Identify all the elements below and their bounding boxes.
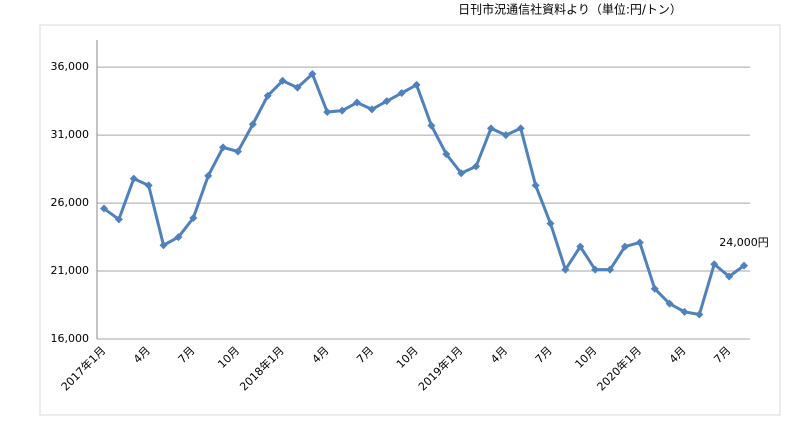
marker [263, 91, 272, 100]
marker [338, 106, 347, 115]
marker [442, 150, 451, 159]
x-tick-label: 10月 [394, 344, 421, 371]
x-tick-label: 10月 [573, 344, 600, 371]
marker [665, 299, 674, 308]
x-tick-label: 2018年1月 [237, 343, 287, 393]
x-tick-label: 4月 [131, 344, 153, 366]
x-tick-label: 7月 [354, 344, 376, 366]
y-tick-label: 31,000 [51, 128, 90, 141]
marker [457, 169, 466, 178]
marker [367, 105, 376, 114]
marker [680, 307, 689, 316]
x-tick-label: 7月 [533, 344, 555, 366]
x-tick-label: 2019年1月 [415, 343, 465, 393]
marker [204, 171, 213, 180]
marker [412, 80, 421, 89]
marker [516, 124, 525, 133]
marker [397, 89, 406, 98]
marker [129, 174, 138, 183]
marker [695, 310, 704, 319]
marker [293, 83, 302, 92]
marker [561, 265, 570, 274]
marker [382, 97, 391, 106]
y-tick-label: 21,000 [51, 264, 90, 277]
marker [219, 143, 228, 152]
x-tick-label: 10月 [215, 344, 242, 371]
marker [635, 238, 644, 247]
y-tick-label: 16,000 [51, 332, 90, 345]
x-tick-label: 7月 [176, 344, 198, 366]
marker [501, 131, 510, 140]
marker [353, 98, 362, 107]
chart-title: 日刊市況通信社資料より（単位:円/トン） [458, 2, 682, 17]
marker [606, 265, 615, 274]
marker [100, 204, 108, 213]
marker [248, 120, 257, 129]
marker [591, 265, 600, 274]
marker [710, 260, 719, 269]
marker [650, 284, 659, 293]
marker [233, 147, 242, 156]
marker [114, 215, 123, 224]
marker [725, 272, 734, 281]
marker [546, 219, 555, 228]
marker [740, 261, 748, 270]
marker [620, 242, 629, 251]
marker [427, 121, 436, 130]
line [103, 71, 745, 317]
x-tick-label: 4月 [310, 344, 332, 366]
annotation: 24,000円 [719, 236, 769, 249]
x-tick-label: 2020年1月 [594, 343, 644, 393]
marker [576, 242, 585, 251]
marker [472, 162, 481, 171]
marker [159, 241, 168, 250]
marker [531, 181, 540, 190]
marker [486, 124, 495, 133]
y-tick-label: 26,000 [51, 196, 90, 209]
marker [174, 233, 183, 242]
marker [189, 214, 198, 223]
marker [323, 108, 332, 117]
marker [144, 181, 153, 190]
y-tick-label: 36,000 [51, 60, 90, 73]
marker [278, 76, 287, 85]
chart-frame [39, 24, 781, 416]
x-tick-label: 4月 [667, 344, 689, 366]
marker [308, 69, 317, 78]
x-tick-label: 4月 [488, 344, 510, 366]
x-tick-label: 2017年1月 [58, 343, 108, 393]
x-tick-label: 7月 [711, 344, 733, 366]
